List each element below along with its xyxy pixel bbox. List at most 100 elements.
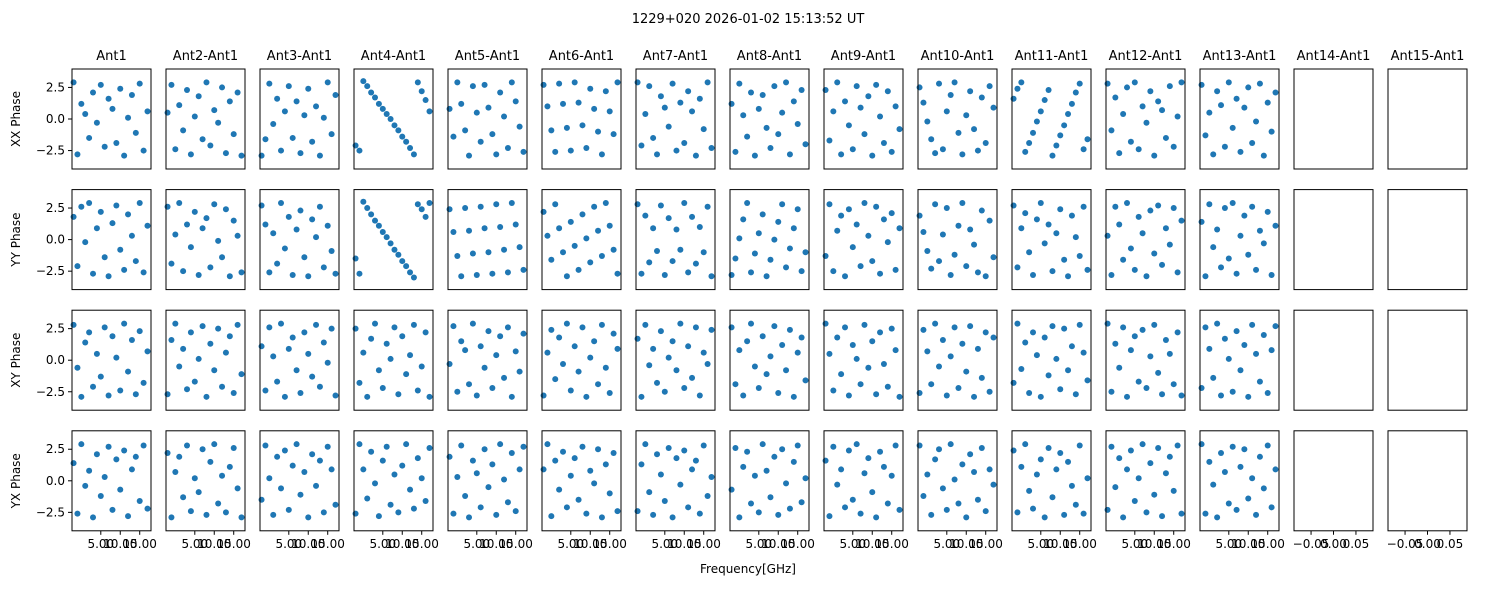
point (215, 325, 222, 332)
point (289, 271, 296, 278)
point (732, 148, 739, 155)
point (583, 145, 590, 152)
point (168, 336, 175, 343)
point (1249, 203, 1256, 210)
point (293, 226, 300, 233)
point (1264, 442, 1271, 449)
panel-frame (729, 68, 810, 170)
point (78, 100, 85, 107)
point (771, 236, 778, 243)
point (332, 501, 339, 508)
point (379, 229, 386, 236)
point (986, 83, 993, 90)
point (936, 446, 943, 453)
point (1237, 232, 1244, 239)
point (278, 199, 285, 206)
point (1049, 152, 1056, 159)
point (696, 223, 703, 230)
point (1225, 255, 1232, 262)
point (316, 152, 323, 159)
point (78, 441, 85, 448)
point (410, 321, 417, 328)
point (689, 466, 696, 473)
point (1112, 340, 1119, 347)
point (845, 122, 852, 129)
point (1162, 225, 1169, 232)
point (117, 387, 124, 394)
point (1041, 514, 1048, 521)
point (763, 467, 770, 474)
point (485, 328, 492, 335)
point (466, 514, 473, 521)
point (548, 326, 555, 333)
point (669, 514, 676, 521)
point (740, 112, 747, 119)
point (222, 150, 229, 157)
point (677, 246, 684, 253)
panel-frame (259, 189, 340, 291)
point (943, 205, 950, 212)
point (552, 457, 559, 464)
point (379, 105, 386, 112)
point (1131, 498, 1138, 505)
point (281, 108, 288, 115)
point (1108, 127, 1115, 134)
point (301, 329, 308, 336)
point (1022, 148, 1029, 155)
point (865, 455, 872, 462)
point (849, 496, 856, 503)
point (176, 363, 183, 370)
point (128, 466, 135, 473)
point (1202, 273, 1209, 280)
point (1202, 324, 1209, 331)
point (1241, 446, 1248, 453)
point (164, 203, 171, 210)
point (896, 506, 903, 513)
point (1206, 109, 1213, 116)
point (763, 124, 770, 131)
panel-frame (1199, 68, 1280, 170)
point (410, 274, 417, 281)
point (454, 388, 461, 395)
point (410, 505, 417, 512)
point (657, 202, 664, 209)
point (1214, 226, 1221, 233)
panel-frame (353, 189, 434, 291)
point (93, 225, 100, 232)
point (446, 105, 453, 112)
point (375, 100, 382, 107)
panel-frame (635, 68, 716, 170)
point (1221, 468, 1228, 475)
point (203, 215, 210, 222)
point (790, 225, 797, 232)
point (262, 221, 269, 228)
point (407, 352, 414, 359)
point (258, 152, 265, 159)
panel-frame (1105, 189, 1186, 291)
point (963, 514, 970, 521)
point (454, 474, 461, 481)
point (489, 270, 496, 277)
point (669, 80, 676, 87)
point (1080, 510, 1087, 517)
point (309, 451, 316, 458)
point (880, 463, 887, 470)
point (1272, 466, 1279, 473)
point (677, 320, 684, 327)
point (1084, 136, 1091, 143)
point (865, 232, 872, 239)
point (364, 83, 371, 90)
point (258, 202, 265, 209)
point (489, 131, 496, 138)
point (191, 475, 198, 482)
x-tick-label: 5.00 (275, 537, 302, 551)
point (775, 511, 782, 518)
point (234, 485, 241, 492)
point (936, 363, 943, 370)
point (270, 353, 277, 360)
point (955, 129, 962, 136)
point (180, 494, 187, 501)
panel-frame (635, 430, 716, 532)
point (501, 246, 508, 253)
point (121, 266, 128, 273)
